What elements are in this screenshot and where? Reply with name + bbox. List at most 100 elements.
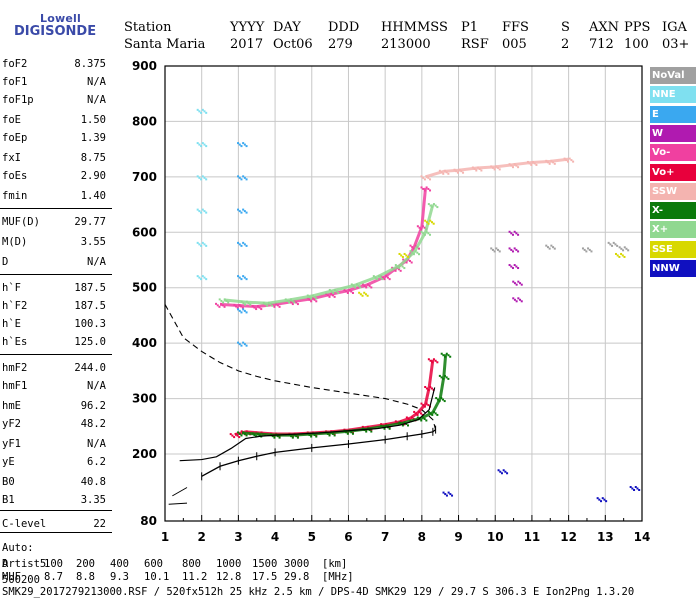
series-vo-point (236, 434, 239, 437)
series-nne-point (205, 111, 208, 114)
param-row: fmin 1.40 (0, 190, 110, 206)
series-x-point (394, 264, 397, 267)
series-x-point (420, 419, 423, 422)
series-x-point (405, 422, 408, 425)
series-vo-point (425, 387, 428, 390)
series-x-point (442, 354, 445, 357)
series-x-point (365, 430, 368, 433)
series-nnw-point (447, 491, 450, 494)
footer-d-value: 200 (76, 558, 95, 570)
series-sse-point (620, 252, 623, 255)
series-nne-point (200, 211, 203, 214)
series-ssw-point (511, 166, 514, 169)
series-vo-point (365, 286, 368, 289)
param-row: foF1p N/A (0, 94, 110, 110)
param-value: N/A (87, 438, 106, 450)
auto-algorithm: Artist5 (2, 558, 47, 570)
series-noval-point (553, 247, 556, 250)
param-name: yF2 (2, 418, 21, 430)
footer-d-unit: [km] (322, 558, 348, 570)
series-vo-point (424, 385, 427, 388)
series-nne-point (196, 142, 199, 145)
series-noval-point (587, 247, 590, 250)
series-sse-point (614, 252, 617, 255)
footer-d-value: 600 (144, 558, 163, 570)
series-vo-point (420, 186, 423, 189)
series-x-point (310, 297, 313, 300)
series-w-point (513, 298, 516, 301)
series-e-point (245, 178, 248, 181)
series-vo-point (427, 187, 430, 190)
series-sse-point (366, 294, 369, 297)
series-nne-point (200, 145, 203, 148)
series-vo-point (350, 290, 353, 293)
series-x-point (438, 374, 441, 377)
series-ssw-point (493, 168, 496, 171)
series-e-point (242, 142, 245, 145)
series-x-point (328, 434, 331, 437)
series-x-point (436, 398, 439, 401)
series-sse-point (427, 222, 430, 225)
series-e-point (240, 178, 243, 181)
series-nnw-point (502, 469, 505, 472)
series-noval-point (497, 248, 500, 251)
param-value: 8.375 (74, 58, 106, 70)
series-vo-point (255, 308, 258, 311)
dashed-profile-line (164, 304, 437, 430)
series-ssw-point (570, 159, 573, 162)
series-vo-point (405, 416, 408, 419)
series-e-point (238, 343, 241, 346)
param-name: foEs (2, 170, 28, 182)
series-nnw-point (605, 500, 608, 503)
series-nnw-point (629, 486, 632, 488)
logo-line1: Lowell (40, 12, 81, 25)
series-noval-point (620, 247, 623, 250)
footer-muf-value: 9.3 (110, 571, 129, 583)
series-nne-point (205, 244, 208, 247)
series-nnw-point (634, 486, 637, 488)
param-separator (0, 208, 112, 209)
series-e-point (237, 308, 240, 311)
footer-d-value: 1500 (252, 558, 278, 570)
param-value: 8.75 (80, 152, 106, 164)
series-ssw-point (567, 160, 570, 163)
series-ssw-point (456, 171, 459, 174)
series-vo-point (315, 300, 318, 303)
series-sse-point (364, 293, 367, 296)
series-x-point (434, 412, 437, 415)
series-noval-point (585, 250, 588, 253)
series-vo-point (233, 436, 236, 439)
series-e-point (240, 311, 243, 314)
legend-item-x: X+ (650, 221, 696, 239)
series-vo-point (416, 413, 419, 416)
x-tick-label: 3 (234, 530, 242, 544)
series-e-point (237, 341, 240, 344)
series-e-point (242, 308, 245, 311)
series-nnw-point (445, 494, 448, 497)
param-name: foEp (2, 132, 28, 144)
param-name: hmF1 (2, 380, 28, 392)
series-e-point (243, 176, 246, 179)
param-name: h`E (2, 318, 21, 330)
series-w-point (517, 280, 520, 283)
series-ssw-point (422, 176, 425, 179)
series-e-point (243, 143, 246, 146)
series-vo-point (333, 295, 336, 298)
series-w-point (513, 282, 516, 285)
param-value: 2.90 (80, 170, 106, 182)
series-vo-point (425, 186, 428, 189)
series-w-point (511, 250, 514, 253)
param-value: N/A (87, 76, 106, 88)
series-nnw-point (499, 470, 502, 473)
series-x-point (354, 286, 357, 289)
series-nnw-point (504, 470, 507, 473)
param-row: hmE 96.2 (0, 400, 110, 416)
legend-item-nne: NNE (650, 86, 696, 104)
y-tick-label: 700 (132, 170, 157, 184)
series-w-point (520, 283, 523, 286)
footer-muf-value: 10.1 (144, 571, 170, 583)
param-name: yE (2, 456, 15, 468)
series-noval-point (546, 246, 549, 249)
param-row: foEp 1.39 (0, 132, 110, 148)
series-x-point (427, 410, 430, 413)
